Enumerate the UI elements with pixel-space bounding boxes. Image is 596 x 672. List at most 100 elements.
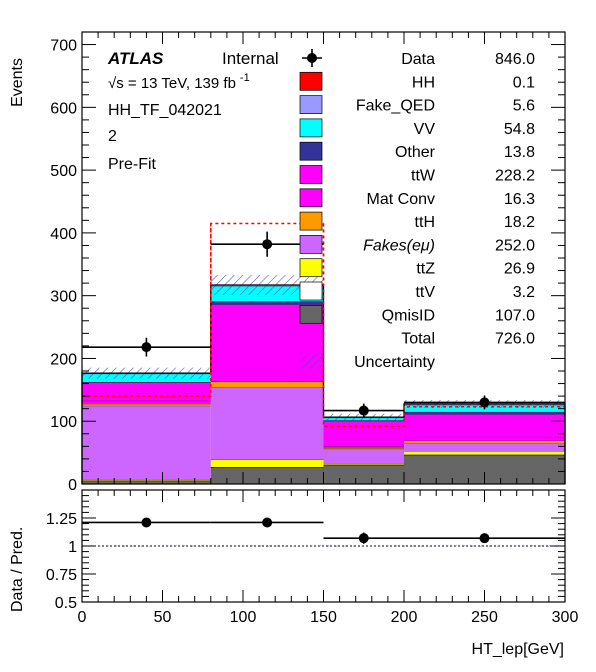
ratio-y-tick-label-1: 0.75: [46, 567, 77, 584]
legend: Data 846.0 HH 0.1 Fake_QED 5.6 VV 54.8 Other 13.8…: [299, 49, 535, 371]
plot-layer: [81, 222, 566, 547]
bar-qmisid-bin-2: [323, 465, 404, 484]
bar-fakes-e--bin-3: [404, 443, 565, 452]
bar-other-bin-1: [210, 301, 324, 305]
legend-label-data: Data: [401, 51, 435, 68]
x-tick-label-6: 300: [552, 609, 579, 626]
y-tick-label-2: 200: [50, 351, 77, 368]
y-axis-label: Events: [9, 58, 26, 107]
ratio-y-tick-label-2: 1: [68, 539, 77, 556]
legend-swatch-fakes-e: [299, 235, 323, 254]
x-tick-label-5: 250: [471, 609, 498, 626]
bar-ttz-bin-1: [210, 459, 324, 468]
legend-value-data: 846.0: [495, 51, 535, 68]
bar-ttw-bin-0: [82, 382, 211, 401]
legend-label-ttz: ttZ: [416, 261, 435, 278]
legend-data-marker: [307, 53, 317, 63]
bar-mat-conv-bin-1: [210, 381, 324, 382]
bar-other-bin-3: [404, 411, 565, 415]
x-tick-label-1: 50: [154, 609, 172, 626]
data-point-bin-0: [141, 342, 152, 353]
legend-label-ttw: ttW: [411, 168, 436, 185]
ratio-point-bin-3: [479, 533, 490, 544]
data-point-bin-1: [262, 239, 273, 250]
legend-label-vv: VV: [414, 121, 436, 138]
legend-label-hh: HH: [412, 74, 435, 91]
legend-value-tth: 18.2: [504, 214, 535, 231]
legend-value-ttv: 3.2: [513, 284, 535, 301]
x-tick-label-4: 200: [391, 609, 418, 626]
legend-swatch-uncertainty: [300, 352, 322, 369]
ratio-y-tick-label-0: 0.5: [55, 595, 77, 612]
legend-swatch-ttv: [299, 281, 323, 301]
y-tick-label-5: 500: [50, 163, 77, 180]
y-tick-label-0: 0: [68, 477, 77, 494]
y-tick-label-7: 700: [50, 38, 77, 55]
x-tick-label-2: 100: [230, 609, 257, 626]
bar-tth-bin-0: [82, 403, 211, 406]
legend-label-total: Total: [401, 331, 435, 348]
legend-value-mat-conv: 16.3: [504, 191, 535, 208]
status-label: Internal: [222, 49, 279, 68]
ratio-point-bin-2: [358, 533, 369, 544]
bar-other-bin-2: [323, 420, 404, 421]
x-tick-label-3: 150: [310, 609, 337, 626]
bar-tth-bin-1: [210, 381, 324, 388]
legend-value-hh: 0.1: [513, 74, 535, 91]
legend-value-total: 726.0: [495, 331, 535, 348]
legend-label-other: Other: [395, 144, 436, 161]
energy-lumi-text: √s = 13 TeV, 139 fb: [108, 75, 236, 92]
legend-swatch-other: [299, 141, 323, 161]
legend-value-fakes-e: 252.0: [495, 237, 535, 254]
bar-tth-bin-3: [404, 440, 565, 444]
tag-label: HH_TF_042021: [108, 102, 222, 119]
axes: 0 50 100 150 200 250 300 0 100 200 300 400 500 600 700…: [46, 31, 579, 626]
ratio-y-axis-label: Data / Pred.: [9, 527, 26, 612]
signal-overlay-line: [82, 222, 565, 427]
bar-ttw-bin-2: [323, 420, 404, 447]
bar-ttz-bin-2: [323, 463, 404, 465]
y-tick-label-6: 600: [50, 100, 77, 117]
atlas-label: ATLAS: [107, 49, 164, 68]
ratio-point-bin-1: [262, 517, 273, 528]
bar-fakes-e--bin-0: [82, 405, 211, 480]
legend-swatch-tth: [299, 211, 323, 231]
x-tick-label-0: 0: [78, 609, 87, 626]
bar-ttw-bin-3: [404, 414, 565, 438]
legend-label-ttv: ttV: [415, 284, 435, 301]
legend-label-qmisid: QmisID: [382, 307, 435, 324]
legend-value-other: 13.8: [504, 144, 535, 161]
legend-swatch-qmisid: [299, 304, 323, 324]
stage-label: Pre-Fit: [108, 156, 157, 173]
y-tick-label-1: 100: [50, 414, 77, 431]
bar-mat-conv-bin-0: [82, 400, 211, 404]
bar-fakes-e--bin-2: [323, 448, 404, 464]
ratio-point-bin-0: [141, 517, 152, 528]
legend-swatch-ttw: [299, 165, 323, 184]
bar-mat-conv-bin-2: [323, 446, 404, 448]
legend-label-tth: ttH: [415, 214, 435, 231]
data-point-bin-2: [358, 405, 369, 416]
legend-label-fake-qed: Fake_QED: [356, 98, 435, 115]
bar-fakes-e--bin-1: [210, 387, 324, 460]
lumi-exponent: -1: [240, 72, 250, 84]
legend-value-ttz: 26.9: [504, 261, 535, 278]
y-tick-label-4: 400: [50, 226, 77, 243]
bar-mat-conv-bin-3: [404, 437, 565, 441]
legend-swatch-vv: [299, 118, 323, 138]
legend-swatch-mat-conv: [299, 188, 323, 208]
ratio-uncertainty-band: [82, 545, 565, 547]
legend-value-ttw: 228.2: [495, 168, 535, 185]
legend-label-uncertainty: Uncertainty: [354, 354, 435, 371]
legend-value-qmisid: 107.0: [495, 307, 535, 324]
legend-label-fakes-e: Fakes(eμ): [363, 237, 435, 254]
legend-value-vv: 54.8: [504, 121, 535, 138]
y-tick-label-3: 300: [50, 289, 77, 306]
bar-qmisid-bin-1: [210, 467, 324, 484]
legend-swatch-hh: [299, 71, 323, 91]
x-axis-label: HT_lep[GeV]: [472, 641, 564, 658]
region-label: 2: [108, 128, 117, 145]
legend-swatch-fake-qed: [299, 95, 323, 114]
